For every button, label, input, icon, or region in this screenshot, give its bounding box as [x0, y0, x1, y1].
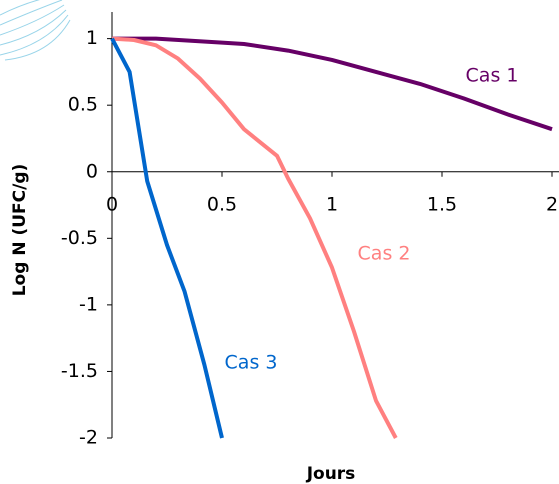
series-label: Cas 2	[358, 243, 411, 265]
y-tick-label: -0.5	[61, 227, 98, 249]
series-label: Cas 1	[466, 65, 519, 87]
y-tick-label: -2	[79, 427, 98, 449]
x-tick-label: 1.5	[427, 193, 457, 215]
y-tick-label: -1	[79, 293, 98, 315]
data-line	[110, 37, 224, 439]
y-tick-label: 0.5	[68, 94, 98, 116]
x-tick-label: 0	[106, 193, 118, 215]
x-axis-label: Jours	[306, 464, 356, 484]
decoration	[0, 0, 71, 61]
x-tick-label: 2	[546, 193, 558, 215]
y-tick-label: 0	[86, 160, 98, 182]
x-tick-label: 0.5	[207, 193, 237, 215]
data-line	[111, 36, 398, 439]
y-axis-label: Log N (UFC/g)	[10, 164, 30, 297]
series-label: Cas 3	[225, 352, 278, 374]
y-tick-label: -1.5	[61, 360, 98, 382]
x-tick-label: 1	[326, 193, 338, 215]
data-line	[112, 36, 553, 132]
y-tick-label: 1	[86, 27, 98, 49]
